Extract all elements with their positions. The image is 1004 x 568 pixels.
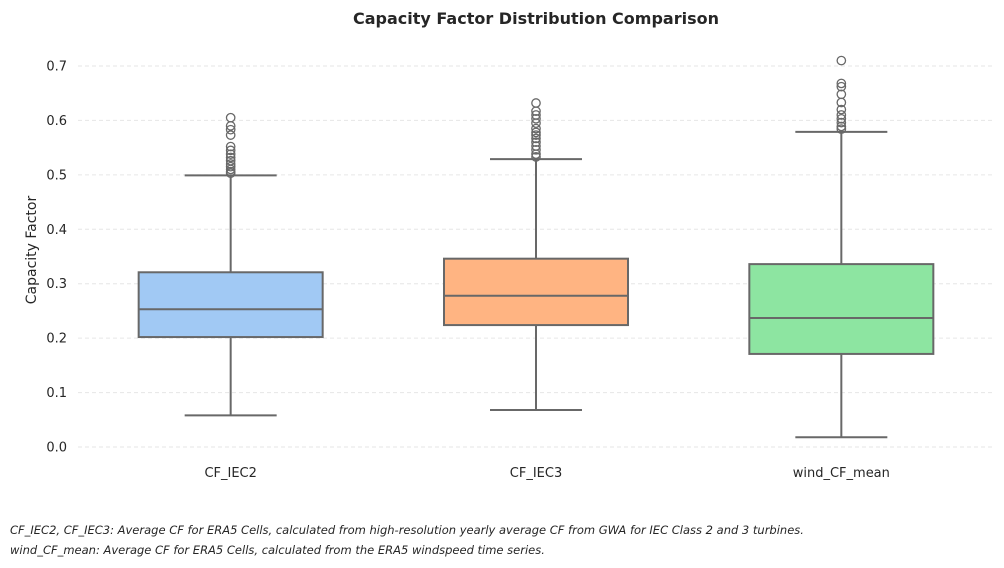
outlier-point — [531, 123, 541, 134]
x-tick-label: wind_CF_mean — [793, 466, 890, 481]
outlier-point — [225, 130, 236, 140]
outlier-point — [836, 89, 847, 100]
y-tick-label: 0.2 — [46, 332, 67, 347]
box-wind_CF_mean — [748, 55, 935, 439]
outlier-point — [225, 145, 236, 156]
y-axis-label: Capacity Factor — [24, 196, 40, 305]
y-tick-label: 0.6 — [46, 114, 67, 129]
outlier-point — [531, 144, 541, 155]
outlier-point — [531, 133, 541, 144]
outlier-point — [836, 117, 847, 128]
outlier-point — [225, 161, 236, 172]
footnote-iec: CF_IEC2, CF_IEC3: Average CF for ERA5 Ce… — [10, 523, 804, 537]
chart-title: Capacity Factor Distribution Comparison — [353, 9, 719, 28]
y-tick-label: 0.5 — [46, 168, 67, 183]
box-CF_IEC2 — [137, 112, 324, 417]
y-tick-label: 0.4 — [46, 223, 67, 238]
y-tick-label: 0.7 — [46, 60, 67, 75]
y-tick-label: 0.3 — [46, 277, 67, 292]
outlier-point — [836, 110, 847, 120]
outlier-point — [531, 98, 541, 108]
outlier-point — [836, 113, 847, 124]
outlier-point — [225, 159, 236, 169]
outlier-point — [225, 152, 236, 163]
outlier-point — [531, 141, 541, 151]
outlier-point — [225, 124, 236, 135]
outlier-point — [531, 152, 541, 162]
y-tick-labels: 0.0 0.1 0.2 0.3 0.4 0.5 0.6 0.7 — [46, 60, 67, 456]
outlier-point — [225, 141, 236, 152]
outlier-point — [836, 104, 847, 115]
outlier-point — [531, 113, 541, 124]
outlier-point — [836, 78, 847, 89]
iqr-box — [748, 263, 935, 355]
outlier-point — [836, 124, 847, 134]
outlier-point — [836, 121, 847, 132]
x-tick-label: CF_IEC3 — [510, 466, 562, 481]
outlier-point — [225, 155, 236, 166]
x-tick-labels: CF_IEC2 CF_IEC3 wind_CF_mean — [204, 466, 889, 481]
outlier-point — [836, 81, 847, 92]
y-tick-label: 0.0 — [46, 441, 67, 456]
x-tick-label: CF_IEC2 — [204, 466, 256, 481]
outlier-point — [531, 110, 541, 120]
outlier-point — [836, 55, 847, 66]
boxes-group — [137, 55, 935, 439]
outlier-point — [531, 130, 541, 140]
outlier-point — [531, 127, 541, 138]
iqr-box — [137, 271, 324, 339]
box-CF_IEC3 — [443, 98, 629, 411]
outlier-point — [225, 149, 236, 160]
iqr-box — [443, 257, 629, 327]
footnote-era5: wind_CF_mean: Average CF for ERA5 Cells,… — [10, 543, 545, 557]
y-tick-label: 0.1 — [46, 386, 67, 401]
outlier-point — [225, 112, 236, 123]
outlier-point — [531, 137, 541, 148]
